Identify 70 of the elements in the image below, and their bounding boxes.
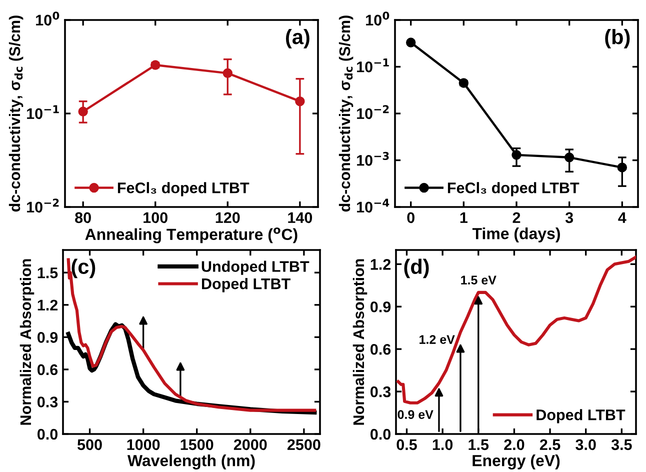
- point: [295, 96, 305, 106]
- legend-label: Undoped LTBT: [202, 260, 310, 275]
- x-axis-title: Energy (eV): [472, 454, 560, 470]
- y-tick-label: 0.0: [370, 428, 391, 440]
- y-tick-label: 10$^{−1}$: [27, 105, 59, 120]
- y-tick-label: 10$^{−2}$: [357, 105, 389, 120]
- x-tick-label: 1.5: [468, 439, 489, 450]
- legend-label: FeCl₃ doped LTBT: [118, 182, 250, 196]
- point: [406, 38, 416, 48]
- point: [458, 78, 469, 88]
- point: [78, 106, 88, 116]
- x-tick-label: 140: [288, 212, 312, 224]
- line-series: [396, 256, 636, 404]
- y-tick-label: 10$^{0}$: [366, 12, 390, 26]
- point: [512, 150, 522, 160]
- legend-label: FeCl₃ doped LTBT: [448, 182, 580, 196]
- x-tick-label: 120: [216, 212, 240, 224]
- annotation: (c): [72, 258, 96, 278]
- x-tick-label: 2000: [234, 439, 267, 450]
- annotation: 1.5 eV: [461, 276, 496, 284]
- y-tick-label: 0.3: [38, 396, 58, 408]
- y-tick-label: 1.2: [370, 259, 391, 270]
- annotation: 0.9 eV: [398, 410, 434, 419]
- y-axis-title: Normalized Absorption: [352, 259, 368, 425]
- y-tick-label: 1.5: [38, 268, 58, 278]
- annotation: (d): [404, 258, 429, 278]
- y-axis-title: dc-conductivity, σ$_{dc}$ (S/cm): [338, 16, 354, 212]
- y-tick-label: 10$^{−3}$: [357, 152, 389, 166]
- y-axis-title: dc-conductivity, σ$_{dc}$ (S/cm): [8, 16, 24, 212]
- x-tick-label: 80: [75, 212, 91, 224]
- x-tick-label: 1.0: [432, 439, 453, 450]
- x-tick-label: 4: [618, 212, 626, 223]
- x-axis-title: Time (days): [472, 227, 560, 242]
- x-tick-label: 0: [407, 212, 414, 224]
- y-tick-label: 10$^{−4}$: [357, 198, 390, 213]
- x-tick-label: 2.5: [540, 439, 560, 450]
- y-tick-label: 1.2: [38, 300, 58, 310]
- annotation: (b): [605, 28, 630, 48]
- x-tick-label: 3.5: [611, 439, 632, 450]
- x-tick-label: 100: [144, 212, 168, 224]
- line-series: [66, 258, 316, 412]
- x-axis-title: Wavelength (nm): [127, 454, 255, 470]
- annotation: (a): [286, 28, 310, 48]
- y-tick-label: 10$^{−2}$: [27, 198, 59, 213]
- x-tick-label: 3: [565, 212, 574, 224]
- x-tick-label: 1000: [127, 439, 160, 450]
- point: [617, 162, 628, 172]
- y-tick-label: 10$^{−1}$: [357, 58, 389, 72]
- y-axis-title: Normalized Absorption: [20, 259, 34, 425]
- y-tick-label: 0.3: [370, 386, 391, 398]
- x-tick-label: 0.5: [396, 439, 417, 450]
- x-axis-title: Annealing Temperature ($^{o}$C): [85, 227, 298, 244]
- x-tick-label: 3.0: [576, 439, 596, 450]
- x-tick-label: 2500: [287, 439, 320, 450]
- y-tick-label: 0.6: [370, 344, 391, 355]
- x-tick-label: 2.0: [504, 439, 524, 450]
- legend-label: Doped LTBT: [202, 278, 290, 292]
- point: [222, 68, 233, 78]
- x-tick-label: 1: [460, 212, 468, 223]
- x-tick-label: 500: [77, 439, 102, 450]
- legend-label: Doped LTBT: [536, 409, 626, 424]
- y-tick-label: 10$^{0}$: [36, 12, 60, 26]
- y-tick-label: 0.9: [38, 332, 58, 343]
- y-tick-label: 0.0: [38, 428, 58, 440]
- x-tick-label: 2: [512, 212, 520, 223]
- y-tick-label: 0.6: [38, 364, 58, 376]
- point: [564, 152, 574, 162]
- x-tick-label: 1500: [180, 439, 214, 450]
- annotation: 1.2 eV: [420, 335, 455, 344]
- y-tick-label: 0.9: [370, 301, 391, 312]
